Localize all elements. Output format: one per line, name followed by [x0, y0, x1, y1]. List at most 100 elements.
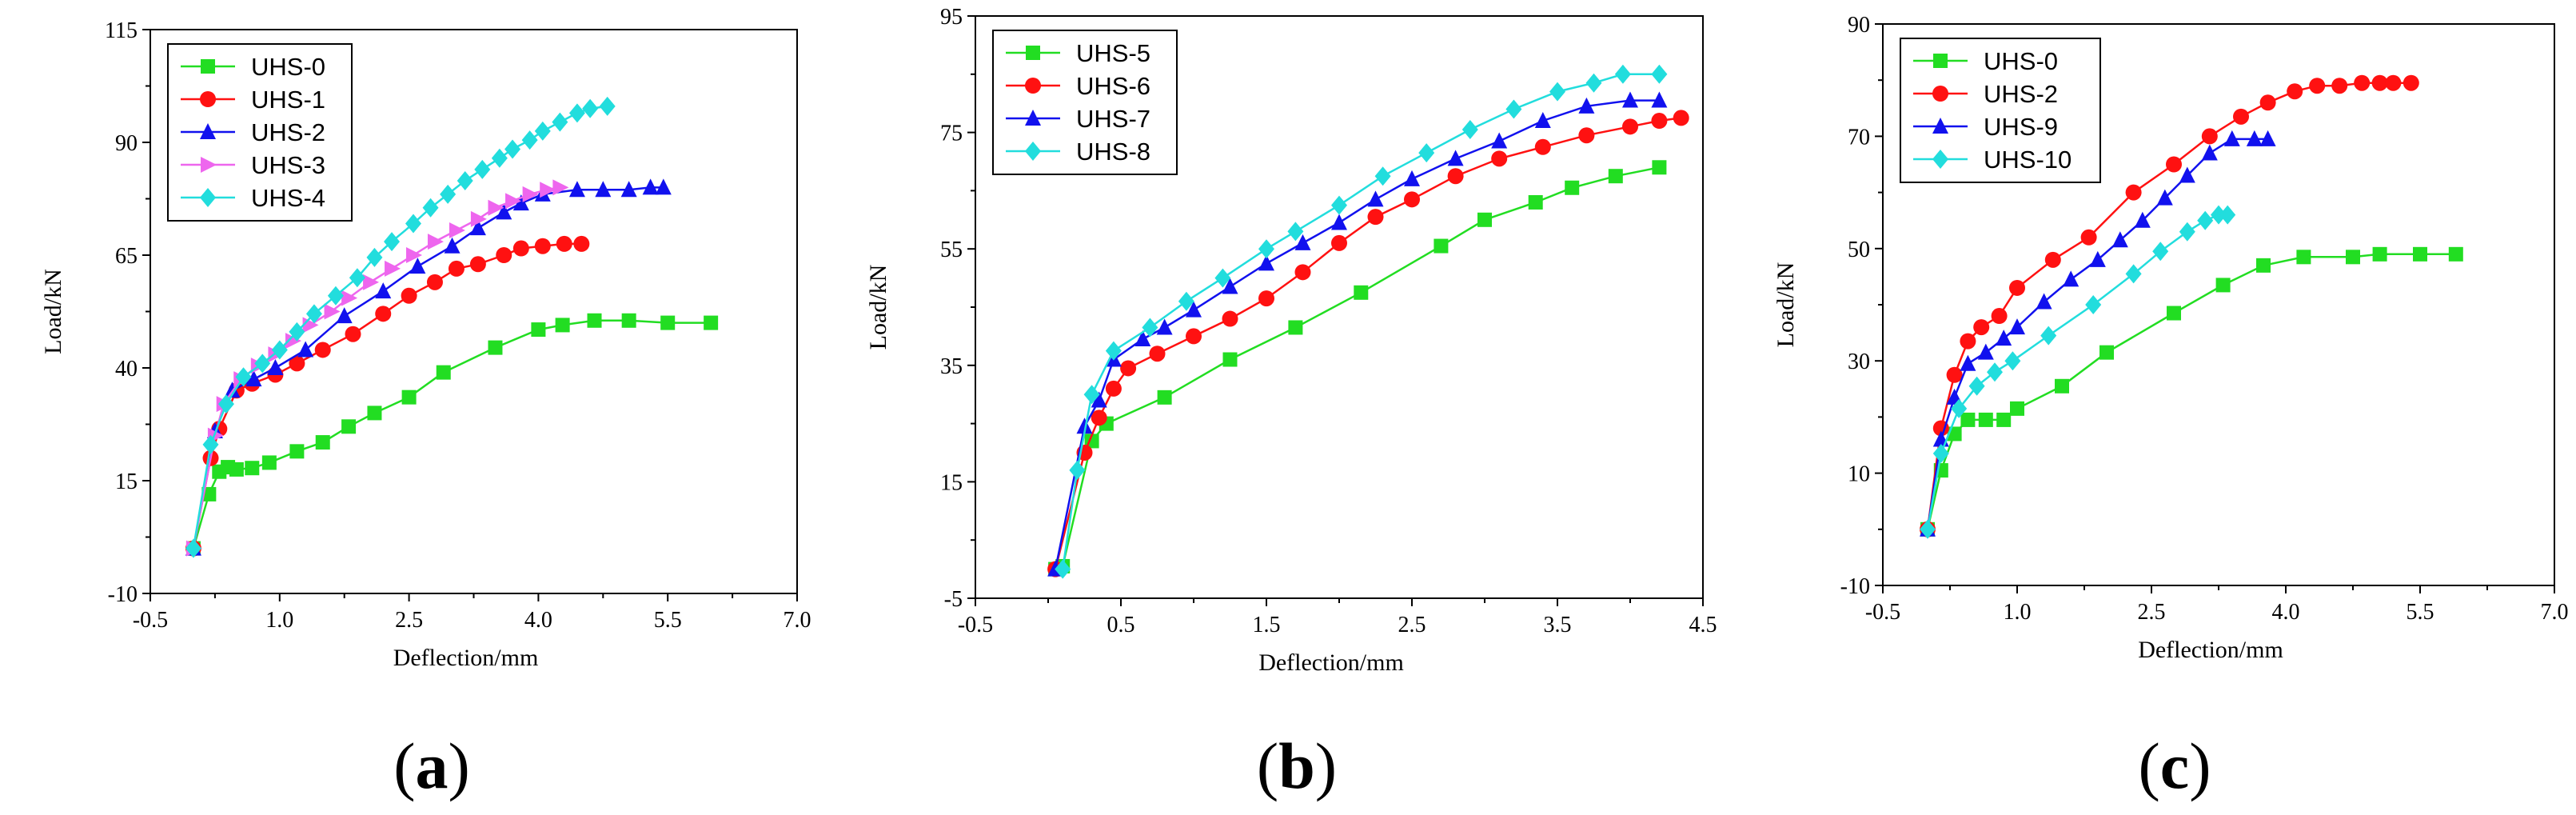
data-point [245, 370, 262, 387]
data-point [1178, 291, 1194, 311]
legend-marker [1933, 54, 1948, 68]
y-tick-label: 95 [940, 5, 963, 30]
data-point [2044, 251, 2061, 268]
data-point [1105, 341, 1122, 361]
legend-label: UHS-2 [1984, 80, 2058, 108]
data-point [1951, 398, 1968, 418]
data-point [555, 318, 570, 333]
panel-label-close-paren: ) [1315, 729, 1337, 802]
data-point [1622, 91, 1638, 108]
data-point [289, 322, 305, 342]
data-point [1331, 234, 1347, 251]
y-tick-label: 65 [115, 244, 138, 269]
data-point [1367, 209, 1384, 226]
data-point [1258, 290, 1274, 307]
data-point [449, 222, 465, 238]
panel-label-close-paren: ) [2189, 729, 2211, 802]
y-tick-label: 10 [1848, 462, 1870, 487]
data-point [556, 235, 572, 252]
data-point [2125, 264, 2142, 284]
legend-label: UHS-8 [1076, 138, 1150, 166]
data-point [2085, 295, 2102, 314]
data-point [1491, 150, 1508, 167]
x-tick-label: 2.5 [1398, 613, 1426, 637]
data-point [1505, 99, 1522, 119]
x-tick-label: 5.5 [2407, 600, 2434, 625]
data-point [1920, 519, 1936, 539]
data-point [1134, 330, 1151, 347]
data-point [496, 247, 512, 263]
data-point [289, 355, 305, 372]
data-point [1461, 119, 1478, 139]
data-point [2215, 278, 2231, 293]
data-point [375, 282, 392, 299]
data-point [2413, 246, 2427, 262]
data-point [469, 256, 486, 273]
data-point [2156, 189, 2173, 206]
data-point [1578, 127, 1595, 144]
data-point [660, 315, 676, 330]
data-point [1651, 91, 1668, 108]
legend-label: UHS-1 [251, 86, 325, 114]
data-point [620, 181, 637, 198]
panel-label-open-paren: ( [393, 729, 415, 802]
legend-marker [1025, 110, 1041, 126]
data-point [496, 203, 512, 220]
data-point [1968, 376, 1985, 396]
y-tick-label: 50 [1848, 238, 1870, 262]
data-point [2346, 250, 2360, 265]
data-point [422, 198, 439, 218]
x-axis-title: Deflection/mm [393, 645, 539, 671]
data-point [568, 103, 585, 123]
data-point [1608, 169, 1623, 184]
data-point [2246, 130, 2263, 146]
data-point [2287, 83, 2303, 100]
data-point [1418, 143, 1435, 163]
data-point [1977, 343, 1994, 360]
data-point [1622, 118, 1638, 135]
data-point [2010, 401, 2024, 416]
data-point [1549, 82, 1565, 102]
data-point [426, 274, 443, 290]
data-point [1331, 195, 1347, 215]
data-point [1374, 166, 1391, 186]
data-point [261, 455, 277, 470]
data-point [405, 247, 422, 263]
data-point [2125, 184, 2142, 201]
data-point [2385, 74, 2402, 91]
panel-label: (b) [1257, 729, 1337, 802]
panel-label-open-paren: ( [2138, 729, 2159, 802]
y-axis-title: Load/kN [40, 269, 66, 354]
panel-label: (c) [2138, 729, 2211, 802]
data-point [384, 232, 401, 252]
x-tick-label: 1.0 [265, 608, 293, 633]
data-point [1222, 310, 1238, 327]
panel-label-letter: a [416, 729, 449, 802]
legend: UHS-5 UHS-6 UHS-7 UHS-8 [992, 30, 1178, 175]
data-point [2201, 128, 2218, 145]
data-point [448, 260, 465, 277]
x-tick-label: 1.0 [2004, 600, 2032, 625]
series-uhs-3 [185, 179, 569, 557]
data-point [2448, 246, 2463, 262]
data-point [267, 359, 284, 375]
data-point [2099, 345, 2114, 360]
data-point [1578, 97, 1595, 114]
y-tick-label: 115 [105, 18, 138, 43]
data-point [2063, 270, 2080, 287]
x-axis-title: Deflection/mm [2138, 637, 2283, 663]
data-point [1076, 417, 1093, 434]
y-tick-label: 30 [1848, 350, 1870, 374]
data-point [642, 178, 659, 195]
data-point [1447, 150, 1464, 166]
data-point [2167, 306, 2181, 321]
data-point [2166, 156, 2182, 173]
y-tick-label: 40 [115, 357, 138, 382]
data-point [305, 304, 322, 324]
data-point [1083, 385, 1100, 405]
data-point [504, 139, 521, 159]
series-uhs-5 [1048, 160, 1667, 577]
data-point [552, 112, 568, 132]
data-point [1565, 180, 1580, 195]
